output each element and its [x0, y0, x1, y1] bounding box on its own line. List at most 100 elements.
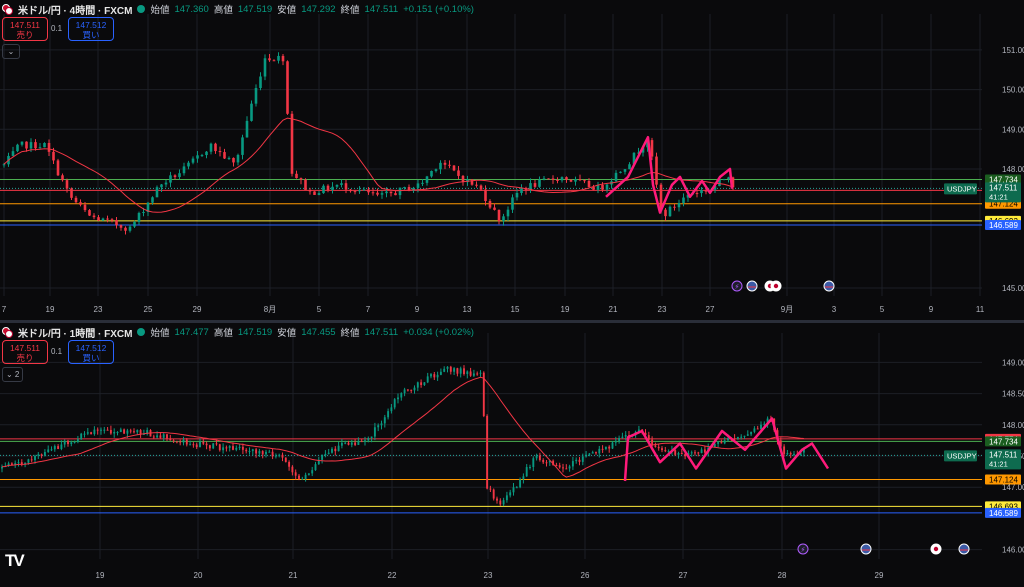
candle-body: [578, 179, 582, 181]
candle-body: [641, 147, 645, 153]
time-axis-label: 23: [484, 571, 493, 580]
buy-button[interactable]: 147.512 買い: [68, 340, 114, 364]
candle-body: [484, 189, 487, 202]
candle-body: [232, 446, 234, 450]
candle-body: [718, 179, 721, 187]
candle-body: [199, 441, 201, 448]
moving-average-line: [3, 117, 734, 213]
candle-body: [569, 179, 573, 182]
level-price-tag: [985, 174, 1021, 185]
candle-body: [301, 478, 304, 480]
candle-body: [488, 201, 492, 208]
sell-button[interactable]: 147.511 売り: [2, 340, 48, 364]
time-axis-label: 23: [94, 305, 103, 314]
candle-body: [390, 407, 393, 412]
open-label: 始値: [150, 328, 170, 339]
candle-body: [202, 441, 205, 444]
symbol-title[interactable]: 米ドル/円 · 4時間 · FXCM: [18, 5, 133, 17]
candle-body: [113, 432, 116, 434]
candle-body: [205, 443, 208, 446]
candle-body: [598, 448, 601, 454]
open-label: 始値: [150, 5, 170, 16]
chart-canvas-1h[interactable]: 149.000148.500148.000147.500147.000146.0…: [0, 323, 1024, 587]
chart-canvas-4h[interactable]: 151.000 150.000 149.000 148.000 145.000 147.7…: [0, 0, 1024, 320]
symbol-title[interactable]: 米ドル/円 · 1時間 · FXCM: [18, 328, 133, 340]
candle-body: [595, 452, 597, 454]
chart-pane-1h[interactable]: 149.000148.500148.000147.500147.000146.0…: [0, 323, 1024, 587]
drawn-pattern-line: [623, 417, 830, 482]
candle-body: [403, 187, 406, 189]
candle-body: [119, 429, 122, 432]
buy-button[interactable]: 147.512 買い: [68, 17, 114, 41]
candle-body: [783, 446, 786, 454]
candle-body: [251, 449, 254, 452]
time-axis-label: 19: [561, 305, 570, 314]
candle-body: [222, 447, 225, 451]
candle-body: [128, 226, 132, 231]
sell-button[interactable]: 147.511 売り: [2, 17, 48, 41]
candle-body: [290, 113, 294, 174]
candle-body: [373, 427, 376, 437]
candle-body: [151, 197, 154, 203]
candle-body: [469, 371, 472, 376]
collapse-indicators-button[interactable]: ⌄: [2, 44, 20, 59]
candle-body: [443, 368, 446, 372]
candle-body: [647, 435, 650, 440]
candle-body: [677, 452, 680, 455]
candle-body: [354, 442, 357, 445]
symbol-tag-text: USDJPY: [947, 451, 977, 460]
candle-body: [380, 423, 383, 426]
candle-body: [667, 451, 670, 453]
candle-body: [370, 436, 373, 439]
candle-body: [10, 463, 13, 465]
candle-body: [542, 178, 546, 180]
tradingview-logo-icon[interactable]: TV: [5, 551, 25, 570]
low-label: 安値: [277, 5, 297, 16]
spread-value: 0.1: [51, 347, 63, 356]
collapse-indicators-button[interactable]: ⌄ 2: [2, 367, 24, 382]
chart-pane-4h[interactable]: 151.000 150.000 149.000 148.000 145.000 147.7…: [0, 0, 1024, 320]
close-label: 終値: [340, 328, 360, 339]
candle-body: [196, 155, 199, 159]
time-axis-label: 13: [463, 305, 472, 314]
current-price-tag: [985, 182, 1021, 203]
candle-body: [423, 382, 426, 385]
change-value: +0.034 (+0.02%): [403, 326, 474, 338]
candle-body: [299, 178, 303, 180]
candle-body: [587, 180, 591, 187]
candle-body: [624, 435, 627, 437]
candle-body: [250, 103, 253, 121]
candle-body: [169, 175, 172, 183]
candle-body: [182, 166, 186, 174]
pane-divider[interactable]: [0, 320, 1024, 323]
candle-body: [272, 60, 276, 62]
candle-body: [746, 434, 749, 436]
price-axis-label: 145.000: [1002, 284, 1024, 293]
candle-body: [288, 461, 291, 467]
candle-body: [179, 441, 182, 443]
candle-body: [476, 373, 479, 375]
candle-body: [326, 185, 330, 191]
candle-body: [722, 178, 726, 180]
candle-body: [502, 500, 505, 505]
candle-body: [61, 175, 64, 181]
candle-body: [29, 142, 33, 149]
price-axis-label: 148.000: [1002, 421, 1024, 430]
candle-body: [740, 436, 743, 438]
candle-body: [367, 189, 370, 193]
time-axis-label: 22: [388, 571, 397, 580]
candle-body: [436, 374, 439, 378]
candle-body: [110, 219, 114, 221]
candle-body: [479, 372, 482, 374]
market-open-icon: [137, 328, 146, 336]
candle-body: [43, 142, 46, 148]
candle-body: [60, 444, 63, 449]
candle-body: [727, 177, 730, 179]
candle-body: [344, 442, 347, 444]
time-axis-label: 11: [976, 305, 985, 314]
candle-body: [619, 171, 622, 173]
candle-body: [628, 164, 631, 170]
candle-body: [499, 500, 502, 505]
candle-body: [258, 451, 261, 454]
candle-body: [245, 120, 249, 138]
